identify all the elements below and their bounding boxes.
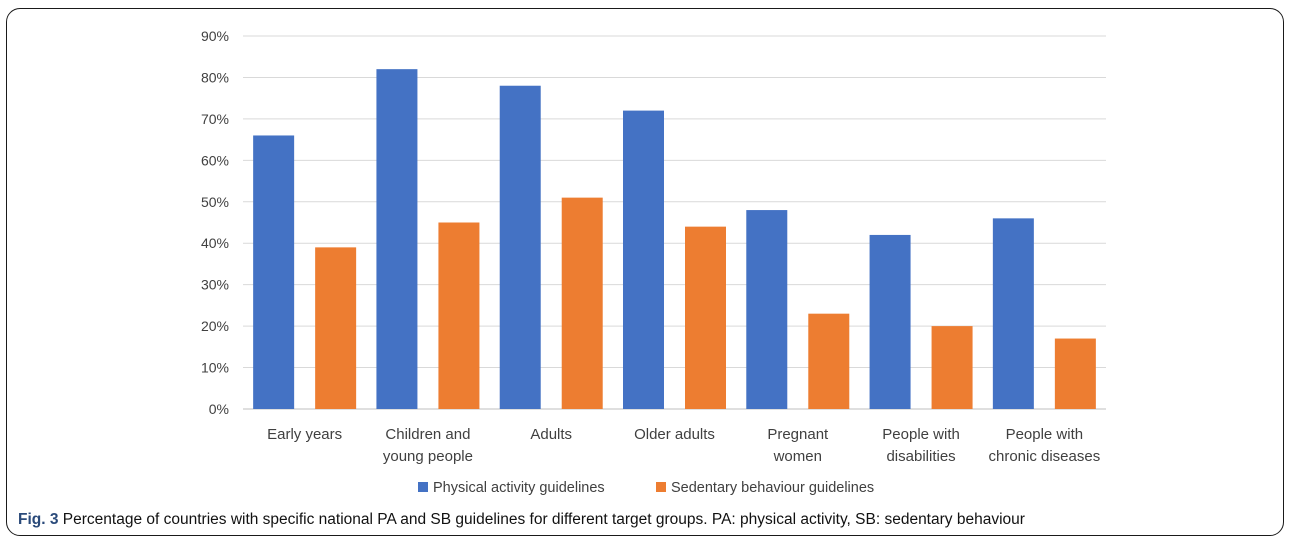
figure-caption-label: Fig. 3 <box>18 511 59 528</box>
figure-frame <box>6 8 1284 536</box>
bar-pa-6 <box>992 218 1034 409</box>
bar-sb-6 <box>1054 338 1096 409</box>
bar-sb-5 <box>931 326 973 409</box>
y-tick-label-90: 90% <box>201 28 229 44</box>
bar-pa-2 <box>499 85 541 409</box>
category-label-6-line-1: chronic diseases <box>988 448 1100 465</box>
y-tick-label-60: 60% <box>201 152 229 168</box>
y-tick-label-0: 0% <box>209 401 229 417</box>
bar-pa-4 <box>746 210 788 409</box>
bar-sb-0 <box>315 247 357 409</box>
y-tick-label-50: 50% <box>201 194 229 210</box>
category-label-5-line-1: disabilities <box>886 448 955 465</box>
x-axis-category-labels: Early years Children and young people Adult… <box>267 426 1100 465</box>
category-label-4-line-0: Pregnant <box>767 426 829 443</box>
category-label-1-line-1: young people <box>383 448 473 465</box>
y-tick-label-30: 30% <box>201 277 229 293</box>
bar-sb-2 <box>561 197 603 409</box>
bar-sb-1 <box>438 222 480 409</box>
category-label-5-line-0: People with <box>882 426 960 443</box>
y-tick-label-80: 80% <box>201 69 229 85</box>
bar-sb-4 <box>808 313 850 409</box>
legend-label-pa: Physical activity guidelines <box>433 480 605 496</box>
category-label-4-line-1: women <box>773 448 822 465</box>
bars <box>253 69 1096 410</box>
legend: Physical activity guidelines Sedentary be… <box>418 480 874 496</box>
y-tick-label-70: 70% <box>201 111 229 127</box>
category-label-3: Older adults <box>634 426 715 443</box>
bar-pa-3 <box>623 110 664 409</box>
figure-caption-text: Percentage of countries with specific na… <box>62 511 1025 528</box>
legend-label-sb: Sedentary behaviour guidelines <box>671 480 874 496</box>
bar-chart: 0% 10% 20% 30% 40% 50% 60% 70% 80% 90% Early year… <box>201 28 1106 496</box>
y-axis-tick-labels: 0% 10% 20% 30% 40% 50% 60% 70% 80% 90% <box>201 28 229 417</box>
bar-pa-0 <box>253 135 295 409</box>
y-tick-label-40: 40% <box>201 235 229 251</box>
gridlines <box>243 35 1106 410</box>
legend-swatch-sb <box>656 482 666 492</box>
y-tick-label-20: 20% <box>201 318 229 334</box>
figure-caption: Fig. 3 Percentage of countries with spec… <box>18 511 1280 529</box>
category-label-2: Adults <box>530 426 572 443</box>
y-tick-label-10: 10% <box>201 360 229 376</box>
bar-pa-1 <box>376 69 418 410</box>
category-label-1-line-0: Children and <box>385 426 470 443</box>
bar-pa-5 <box>869 234 911 409</box>
category-label-6-line-0: People with <box>1006 426 1084 443</box>
category-label-0: Early years <box>267 426 342 443</box>
bar-sb-3 <box>685 226 726 409</box>
legend-swatch-pa <box>418 482 428 492</box>
